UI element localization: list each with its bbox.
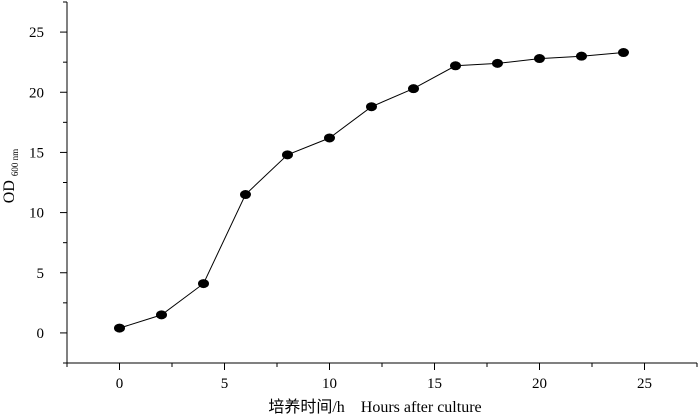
y-tick-label: 20: [29, 85, 44, 101]
y-tick-label: 0: [37, 326, 45, 342]
data-point: [618, 48, 629, 58]
y-tick-label: 25: [29, 25, 44, 41]
x-tick-label: 15: [427, 376, 442, 392]
y-axis-label: OD 600 nm: [1, 149, 20, 203]
data-series: [114, 48, 629, 333]
data-point: [114, 323, 125, 333]
y-tick-label: 15: [29, 145, 44, 161]
axes: [66, 2, 697, 364]
data-point: [450, 61, 461, 71]
series-line: [119, 52, 624, 329]
data-point: [240, 190, 251, 200]
y-tick-label: 10: [29, 206, 44, 222]
data-point: [198, 279, 209, 289]
data-point: [534, 54, 545, 64]
data-point: [282, 150, 293, 160]
data-point: [492, 58, 503, 68]
data-point: [576, 51, 587, 61]
x-tick-label: 5: [221, 376, 229, 392]
data-point: [366, 102, 377, 112]
x-axis-ticks: 0 5 10 15 20 25: [66, 363, 698, 392]
x-tick-label: 0: [116, 376, 124, 392]
y-axis-ticks: 0 5 10 15 20 25: [29, 1, 67, 364]
y-tick-label: 5: [37, 266, 45, 282]
data-point: [408, 84, 419, 94]
y-axis-label-main: OD: [1, 180, 18, 203]
x-tick-label: 25: [637, 376, 652, 392]
data-point: [156, 310, 167, 320]
x-tick-label: 20: [532, 376, 547, 392]
data-point: [324, 133, 335, 143]
x-axis-label: 培养时间/h Hours after culture: [268, 398, 481, 415]
y-axis-label-subscript: 600 nm: [10, 149, 20, 176]
x-tick-label: 10: [322, 376, 337, 392]
